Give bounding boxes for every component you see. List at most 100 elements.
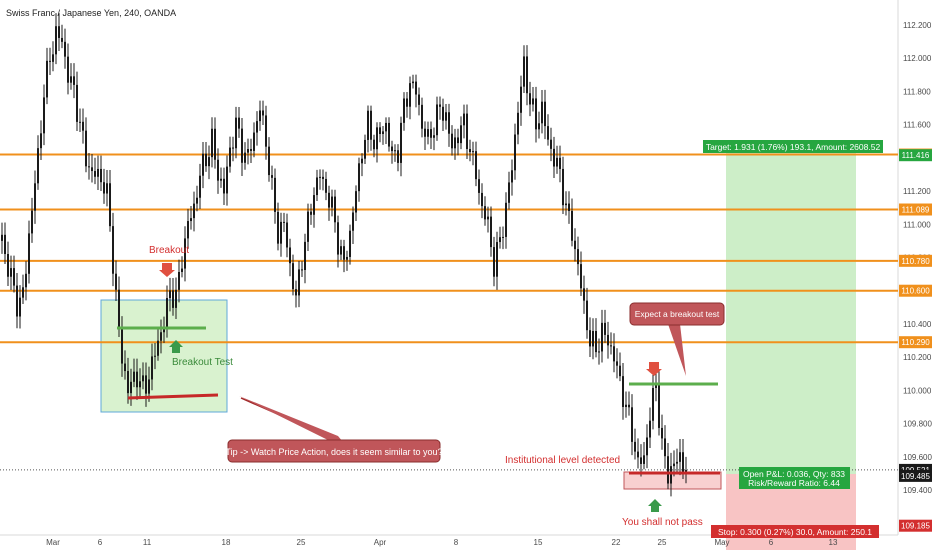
- candle-body: [670, 466, 672, 484]
- candle-body: [322, 176, 324, 179]
- x-tick-label: 13: [829, 538, 838, 547]
- candle-body: [217, 159, 219, 181]
- candle-body: [142, 375, 144, 382]
- candle-body: [13, 268, 15, 286]
- expect-callout[interactable]: [629, 302, 725, 326]
- candle-body: [634, 441, 636, 452]
- candle-body: [295, 289, 297, 296]
- y-tick-label: 110.200: [903, 353, 932, 362]
- candle-body: [235, 117, 237, 149]
- candle-body: [589, 330, 591, 347]
- time-axis[interactable]: Mar 6 11 18 25 Apr 8 15 22 25 May 6 13: [46, 538, 838, 547]
- candle-body: [226, 166, 228, 194]
- candle-body: [85, 130, 87, 167]
- candle-body: [130, 381, 132, 394]
- candle-body: [163, 329, 165, 333]
- candle-body: [367, 110, 369, 140]
- y-tick-label: 111.000: [903, 220, 931, 229]
- candle-body: [205, 153, 207, 167]
- candle-body: [583, 288, 585, 301]
- candle-body: [277, 211, 279, 244]
- candle-body: [10, 268, 12, 277]
- candle-body: [124, 363, 126, 372]
- candle-body: [406, 98, 408, 107]
- candle-body: [28, 233, 30, 274]
- candle-body: [229, 147, 231, 167]
- candle-body: [457, 137, 459, 144]
- candle-body: [304, 241, 306, 270]
- price-badge-111.089: [899, 203, 932, 216]
- candle-body: [79, 121, 81, 123]
- candle-body: [397, 150, 399, 163]
- y-tick-label: 111.800: [903, 87, 931, 96]
- candle-body: [31, 210, 33, 234]
- candle-body: [100, 168, 102, 183]
- candle-body: [511, 170, 513, 183]
- candle-body: [487, 216, 489, 220]
- candle-body: [442, 106, 444, 121]
- candle-body: [49, 60, 51, 62]
- candle-body: [553, 148, 555, 167]
- candle-body: [178, 272, 180, 290]
- y-tick-label: 110.400: [903, 320, 932, 329]
- candle-body: [667, 456, 669, 484]
- candle-body: [328, 192, 330, 208]
- candle-body: [451, 133, 453, 149]
- candle-body: [385, 122, 387, 132]
- candle-body: [55, 26, 57, 55]
- candle-body: [409, 83, 411, 107]
- red-support-line[interactable]: [127, 393, 219, 400]
- candle-body: [436, 104, 438, 136]
- candle-body: [364, 139, 366, 159]
- candle-body: [559, 157, 561, 169]
- candle-body: [109, 183, 111, 227]
- candle-body: [352, 212, 354, 231]
- candle-body: [472, 151, 474, 153]
- candle-body: [454, 137, 456, 149]
- price-badge-109.185: [899, 519, 932, 532]
- candle-body: [166, 298, 168, 330]
- candle-body: [613, 346, 615, 362]
- candle-body: [256, 121, 258, 133]
- candle-body: [64, 41, 66, 57]
- tip-callout[interactable]: [227, 439, 441, 463]
- candle-body: [526, 56, 528, 94]
- candle-body: [151, 356, 153, 380]
- candle-body: [562, 168, 564, 206]
- candle-body: [646, 437, 648, 456]
- candle-body: [202, 153, 204, 176]
- candle-body: [424, 128, 426, 137]
- candle-body: [607, 334, 609, 346]
- candle-body: [340, 246, 342, 255]
- candle-body: [25, 273, 27, 288]
- pass-up-arrow-icon: [648, 499, 662, 512]
- target-zone[interactable]: [726, 153, 856, 474]
- candle-body: [412, 81, 414, 84]
- open-pnl-bg: [739, 467, 850, 489]
- candle-body: [22, 287, 24, 298]
- target-label: Target: 1.931 (1.76%) 193.1, Amount: 260…: [706, 142, 881, 152]
- candle-body: [538, 123, 540, 130]
- candle-body: [658, 383, 660, 428]
- candle-body: [196, 197, 198, 204]
- candle-body: [466, 113, 468, 150]
- candles: [1, 13, 687, 497]
- candle-body: [73, 76, 75, 85]
- candle-body: [637, 451, 639, 458]
- candle-body: [550, 139, 552, 149]
- x-tick-label: 6: [98, 538, 103, 547]
- candle-body: [112, 226, 114, 274]
- x-tick-label: 11: [143, 538, 152, 547]
- candle-body: [43, 97, 45, 134]
- candle-body: [664, 438, 666, 457]
- candle-body: [187, 221, 189, 239]
- candle-body: [421, 104, 423, 129]
- candle-body: [361, 158, 363, 164]
- candle-body: [280, 221, 282, 244]
- candle-body: [244, 152, 246, 163]
- candle-body: [292, 263, 294, 290]
- candle-body: [478, 179, 480, 193]
- institutional-box[interactable]: [623, 471, 722, 490]
- candle-body: [175, 289, 177, 308]
